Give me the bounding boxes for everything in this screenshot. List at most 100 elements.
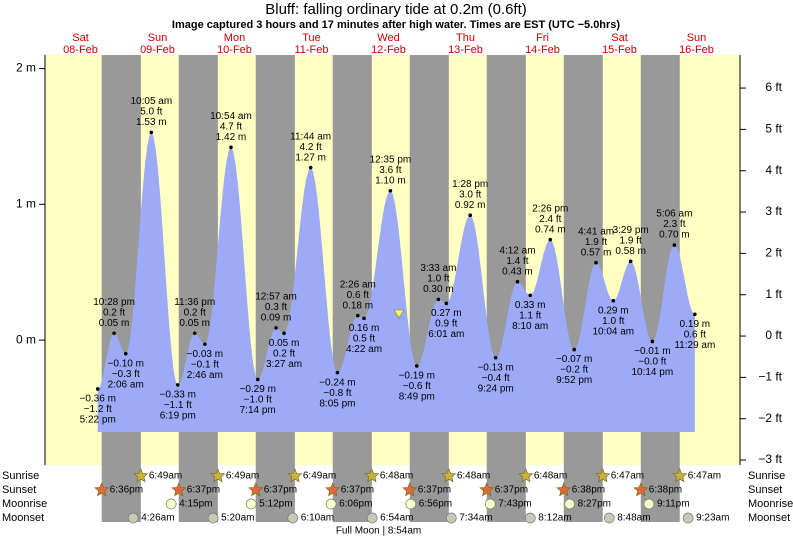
tide-point — [335, 370, 340, 375]
moonrise-icon — [643, 498, 655, 510]
tide-label: −0.07 m — [556, 354, 592, 365]
tide-label: 6:01 am — [428, 329, 464, 340]
tide-label: −0.19 m — [399, 371, 435, 382]
tide-point — [693, 312, 697, 317]
tide-label: −0.0 ft — [638, 357, 666, 368]
moonrise-icon — [484, 498, 496, 510]
tide-label: 0.09 m — [261, 313, 292, 324]
tide-label: 0.3 ft — [265, 302, 287, 313]
tide-label: 10:05 am — [130, 96, 172, 107]
tide-label: −0.4 ft — [482, 373, 510, 384]
tide-label: 11:36 pm — [174, 297, 215, 308]
sunset-time: 6:38pm — [572, 485, 605, 496]
sunrise-time: 6:49am — [149, 471, 182, 482]
moon-phase: Full Moon | 8:54am — [336, 526, 421, 537]
day-date: 10-Feb — [217, 44, 252, 56]
sunset-icon — [325, 482, 341, 497]
tide-label: 0.05 m — [269, 338, 300, 349]
tide-label: 0.9 ft — [435, 319, 457, 330]
day-date: 11-Feb — [294, 44, 328, 56]
tide-label: −0.03 m — [187, 349, 223, 360]
y2-tick-label: 6 ft — [765, 80, 782, 94]
moonrise-time: 6:56pm — [419, 499, 452, 510]
tide-point — [255, 377, 260, 382]
tide-point — [274, 326, 278, 330]
sunset-icon — [633, 482, 649, 497]
tide-label: 2:26 am — [340, 279, 376, 290]
sunrise-icon — [133, 468, 149, 483]
tide-label: 1.53 m — [136, 117, 167, 128]
tide-label: 5:22 pm — [80, 415, 116, 426]
tide-point — [203, 342, 207, 346]
sunset-icon — [479, 482, 495, 497]
tide-label: 1.27 m — [295, 152, 326, 163]
sunrise-icon — [595, 468, 611, 483]
tide-label: −0.24 m — [319, 377, 355, 388]
tide-label: 12:57 am — [255, 292, 297, 303]
tide-point — [611, 298, 616, 303]
night-band — [409, 55, 449, 522]
day-name: Sun — [687, 32, 707, 44]
sunrise-time: 6:48am — [534, 471, 567, 482]
night-band — [178, 55, 218, 522]
tide-label: 0.05 m — [179, 318, 210, 329]
tide-point — [650, 339, 655, 344]
tide-label: 8:05 pm — [319, 398, 355, 409]
tide-point — [388, 188, 393, 193]
tide-label: 10:28 pm — [93, 297, 135, 308]
y2-tick-label: 0 ft — [765, 328, 782, 342]
day-name: Thu — [456, 32, 475, 44]
moonset-icon — [603, 512, 615, 524]
tide-label: 8:10 am — [512, 321, 548, 332]
tide-point — [672, 243, 677, 247]
day-name: Sat — [72, 32, 89, 44]
y2-tick-label: 3 ft — [765, 204, 782, 218]
tide-point — [548, 237, 553, 242]
tide-label: −1.2 ft — [84, 404, 112, 415]
sunrise-time: 6:48am — [380, 471, 413, 482]
tide-label: 0.16 m — [349, 323, 380, 334]
tide-point — [493, 355, 498, 360]
moonrise-time: 5:12pm — [259, 499, 292, 510]
moonrise-icon — [245, 498, 257, 510]
sunset-icon — [248, 482, 264, 497]
tide-label: 8:49 pm — [399, 392, 435, 403]
night-band — [255, 55, 295, 522]
day-date: 08-Feb — [63, 44, 98, 56]
sunrise-time: 6:48am — [457, 471, 490, 482]
tide-label: 1.42 m — [216, 132, 247, 143]
tide-label: 0.29 m — [598, 305, 629, 316]
tide-point — [192, 331, 197, 336]
day-date: 16-Feb — [679, 44, 714, 56]
moonset-time: 8:48am — [617, 513, 650, 524]
tide-label: 3:33 am — [420, 263, 456, 274]
day-name: Wed — [377, 32, 399, 44]
moonset-time: 5:20am — [221, 513, 254, 524]
tide-layer — [97, 132, 695, 433]
tide-point — [444, 301, 449, 306]
sunset-time: 6:37pm — [341, 485, 374, 496]
tide-label: 1.1 ft — [519, 310, 541, 321]
tide-point — [362, 316, 366, 321]
sunrise-icon — [287, 468, 303, 483]
tide-label: 0.6 ft — [347, 290, 369, 301]
night-band — [101, 55, 141, 522]
moonrise-icon — [564, 498, 575, 510]
tide-label: 1.0 ft — [602, 316, 624, 327]
moonset-icon — [524, 512, 536, 524]
tide-label: 0.70 m — [659, 230, 690, 241]
tide-point — [528, 293, 533, 298]
sunset-time: 6:37pm — [418, 485, 451, 496]
tide-label: 10:04 am — [592, 326, 634, 337]
tide-point — [594, 260, 598, 265]
sunrise-time: 6:47am — [688, 471, 721, 482]
tide-point — [468, 213, 473, 217]
sunset-icon — [402, 482, 418, 497]
tide-label: 0.19 m — [680, 319, 711, 330]
tide-point — [308, 165, 313, 170]
tide-label: 0.5 ft — [353, 334, 375, 345]
tide-label: 0.2 ft — [184, 307, 206, 318]
moonrise-time: 7:43pm — [498, 499, 531, 510]
sunset-icon — [171, 482, 187, 497]
